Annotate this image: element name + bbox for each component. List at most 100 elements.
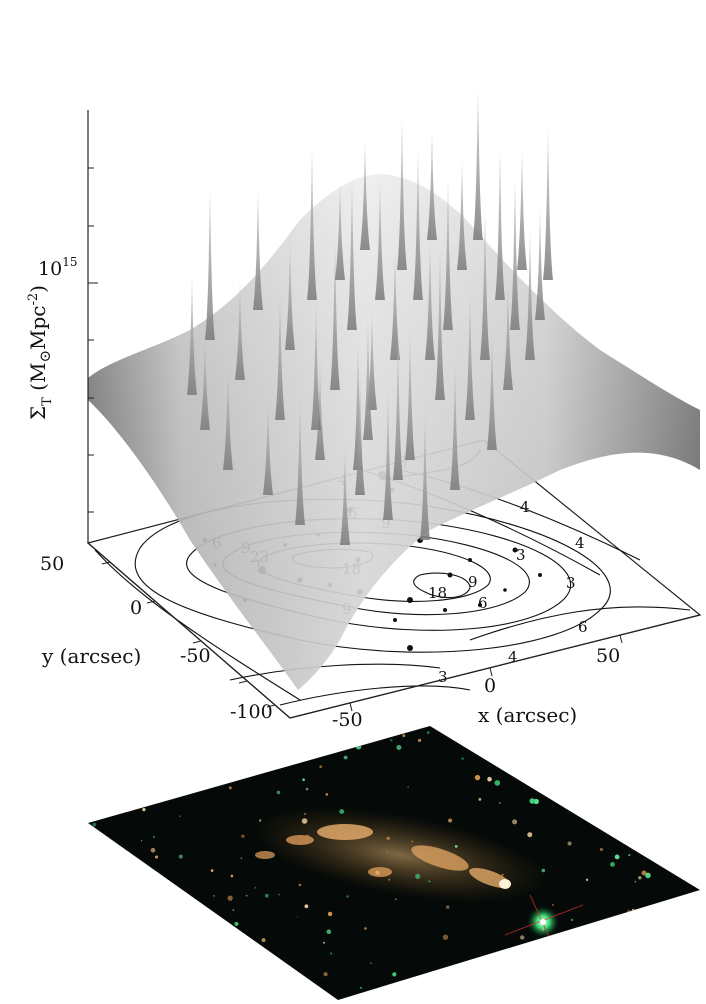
z-axis-tick: 1015 — [38, 255, 77, 280]
star — [163, 727, 169, 733]
star — [606, 967, 612, 972]
star — [627, 923, 629, 925]
star — [375, 870, 380, 875]
star — [225, 937, 230, 942]
star — [116, 934, 121, 938]
star — [169, 756, 175, 762]
star — [509, 755, 514, 761]
star — [650, 771, 653, 773]
z-axis-label: ΣT (M⊙Mpc-2) — [26, 285, 55, 420]
galaxy-spike — [465, 290, 475, 420]
star — [302, 778, 305, 781]
galaxy-spike — [307, 150, 317, 300]
star — [195, 909, 199, 912]
star — [178, 991, 180, 994]
galaxy-spike — [335, 180, 345, 280]
star — [576, 932, 582, 938]
galaxy-spike — [253, 190, 263, 310]
star — [261, 938, 266, 943]
star — [346, 895, 349, 898]
star — [481, 982, 484, 985]
star — [665, 944, 669, 948]
star — [132, 785, 135, 788]
star — [178, 854, 183, 859]
star — [386, 836, 390, 840]
galaxy-spike — [285, 240, 295, 350]
star — [631, 908, 635, 912]
star — [396, 745, 402, 750]
star — [491, 745, 493, 748]
star — [390, 739, 393, 742]
galaxy-spike — [473, 90, 483, 240]
galaxy-spike — [397, 120, 407, 270]
star — [446, 905, 450, 909]
galaxy-spike — [223, 360, 233, 470]
star — [370, 962, 372, 964]
x-axis-tick: -50 — [332, 709, 363, 731]
star — [155, 855, 158, 859]
galaxy-spike — [393, 340, 403, 480]
star — [265, 984, 271, 989]
galaxy-spike — [517, 150, 527, 270]
star — [185, 760, 191, 765]
contour-label: 18 — [428, 584, 447, 602]
star — [186, 750, 191, 754]
star — [605, 929, 610, 934]
contour-label: 3 — [566, 574, 576, 592]
galaxy-spike — [543, 130, 553, 280]
star — [298, 883, 302, 887]
star — [676, 942, 682, 948]
star — [487, 776, 492, 782]
star — [210, 869, 214, 872]
star — [552, 781, 556, 785]
galaxy-spike — [390, 250, 400, 360]
star — [402, 734, 406, 738]
galaxy-spike — [315, 360, 325, 460]
star — [478, 798, 482, 801]
star — [135, 888, 141, 894]
y-axis-tick: 50 — [40, 553, 64, 575]
galaxy-spike — [200, 330, 210, 430]
star — [360, 986, 362, 989]
star — [686, 726, 688, 729]
star — [228, 786, 232, 790]
galaxy-spike — [405, 330, 415, 460]
contour-label: 4 — [508, 648, 518, 666]
galaxy-spike — [360, 140, 370, 250]
star — [305, 787, 309, 791]
galaxy-spike — [205, 190, 215, 340]
star — [663, 749, 667, 752]
star — [97, 760, 101, 763]
star — [428, 880, 431, 883]
star — [454, 845, 458, 848]
y-axis-tick: -50 — [180, 645, 211, 667]
star — [141, 763, 145, 767]
star — [411, 840, 414, 843]
star — [139, 743, 142, 746]
star — [188, 726, 193, 729]
star — [304, 812, 307, 815]
star — [304, 904, 309, 909]
galaxy-spike — [330, 240, 340, 390]
star — [232, 909, 235, 911]
galaxy-spike — [420, 410, 430, 540]
star — [501, 979, 504, 982]
y-axis-label: y (arcsec) — [41, 644, 141, 668]
star — [182, 917, 187, 922]
star — [194, 737, 201, 743]
star — [527, 832, 533, 838]
galaxy-spike — [340, 445, 350, 545]
star — [454, 731, 459, 736]
star — [407, 786, 409, 788]
star — [213, 895, 216, 897]
mass-surface — [88, 174, 700, 691]
galaxy-spike — [275, 290, 285, 420]
galaxy-spike — [510, 180, 520, 330]
x-axis-label: x (arcsec) — [478, 703, 577, 727]
star — [552, 904, 554, 906]
galaxy-spike — [383, 390, 393, 520]
star — [301, 818, 308, 824]
star — [580, 926, 587, 932]
star — [178, 815, 181, 817]
star — [542, 760, 545, 764]
